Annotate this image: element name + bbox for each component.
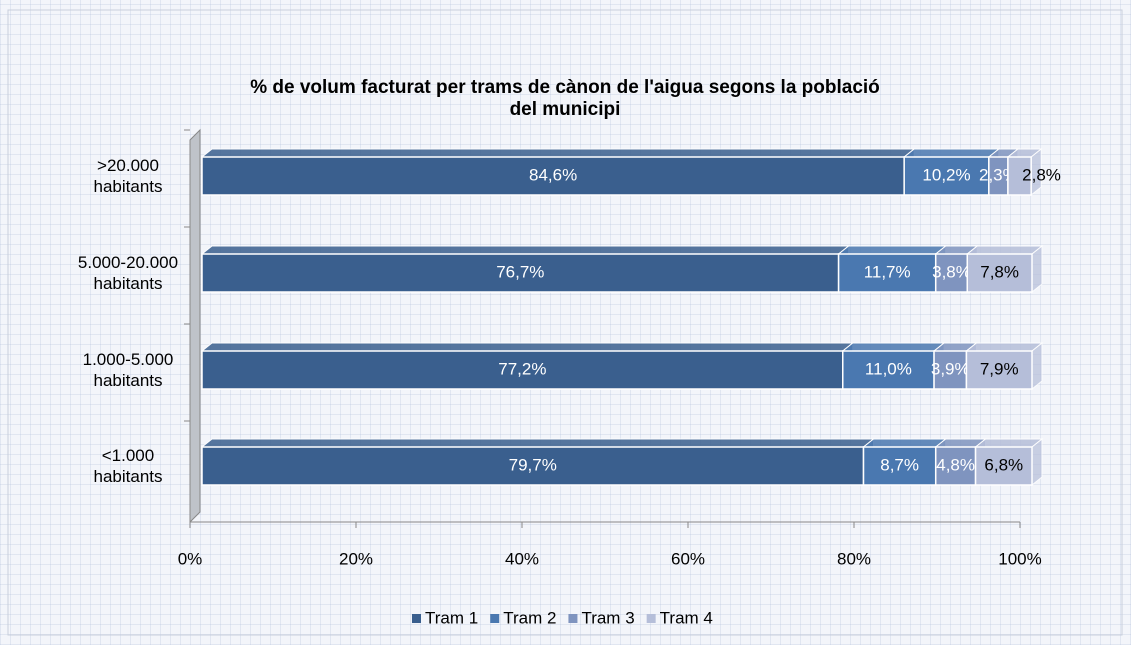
bar <box>933 350 968 390</box>
bar <box>1007 156 1032 196</box>
bar-top <box>837 245 948 255</box>
y-tick-label: 1.000-5.000 habitants <box>82 350 174 390</box>
y-tick-label: 5.000-20.000 habitants <box>77 253 179 293</box>
bar <box>201 350 844 390</box>
value-label: 7,8% <box>980 262 1019 281</box>
value-label: 3,9% <box>931 359 970 378</box>
chart-title: % de volum facturat per trams de cànon d… <box>250 77 880 120</box>
bar-top <box>200 245 851 255</box>
bar-top <box>200 148 916 158</box>
x-tick-label: 40% <box>505 549 539 568</box>
value-label: 84,6% <box>529 165 577 184</box>
bar <box>965 350 1033 390</box>
value-label: 7,9% <box>980 359 1019 378</box>
legend-label: Tram 1 <box>425 608 478 627</box>
bar <box>201 156 905 196</box>
value-label: 3,8% <box>932 262 971 281</box>
value-label: 8,7% <box>880 455 919 474</box>
bar-top <box>974 438 1044 448</box>
value-label: 11,0% <box>865 359 912 378</box>
legend-swatch <box>412 614 421 623</box>
y-tick-label: <1.000 habitants <box>93 446 163 486</box>
value-label: 6,8% <box>984 455 1023 474</box>
bar <box>903 156 990 196</box>
legend-swatch <box>646 614 656 623</box>
bar-side <box>1031 437 1043 487</box>
value-label: 4,8% <box>936 455 975 474</box>
legend-label: Tram 3 <box>581 608 634 627</box>
bar-top <box>841 342 946 352</box>
bar <box>966 253 1033 293</box>
bar-top <box>965 245 1044 255</box>
bar-top <box>200 342 855 352</box>
bar-side <box>1031 244 1043 294</box>
side-wall <box>189 128 201 524</box>
y-tick-label: >20.000 habitants <box>93 156 163 196</box>
x-tick-label: 20% <box>339 549 373 568</box>
legend-swatch <box>568 614 578 623</box>
bar <box>934 446 977 486</box>
value-label: 77,2% <box>498 359 546 378</box>
bar <box>862 446 937 486</box>
bar-top <box>965 342 1044 352</box>
value-label: 76,7% <box>496 262 544 281</box>
value-label: 2,8% <box>1022 165 1061 184</box>
legend-label: Tram 4 <box>660 608 713 627</box>
bar-top <box>902 148 1001 158</box>
x-tick-label: 80% <box>837 549 871 568</box>
value-label: 10,2% <box>922 165 970 184</box>
value-label: 11,7% <box>864 262 911 281</box>
bar-top <box>862 438 948 448</box>
bar <box>201 446 865 486</box>
legend-swatch <box>490 614 500 623</box>
chart-border <box>7 9 1123 636</box>
bar <box>974 446 1033 486</box>
bar-side <box>1031 341 1043 391</box>
value-label: 79,7% <box>509 455 557 474</box>
x-tick-label: 100% <box>998 549 1041 568</box>
legend-label: Tram 2 <box>503 608 556 627</box>
bar <box>837 253 937 293</box>
x-tick-label: 60% <box>671 549 705 568</box>
bar-top <box>200 438 875 448</box>
bar <box>201 253 840 293</box>
x-tick-label: 0% <box>178 549 203 568</box>
